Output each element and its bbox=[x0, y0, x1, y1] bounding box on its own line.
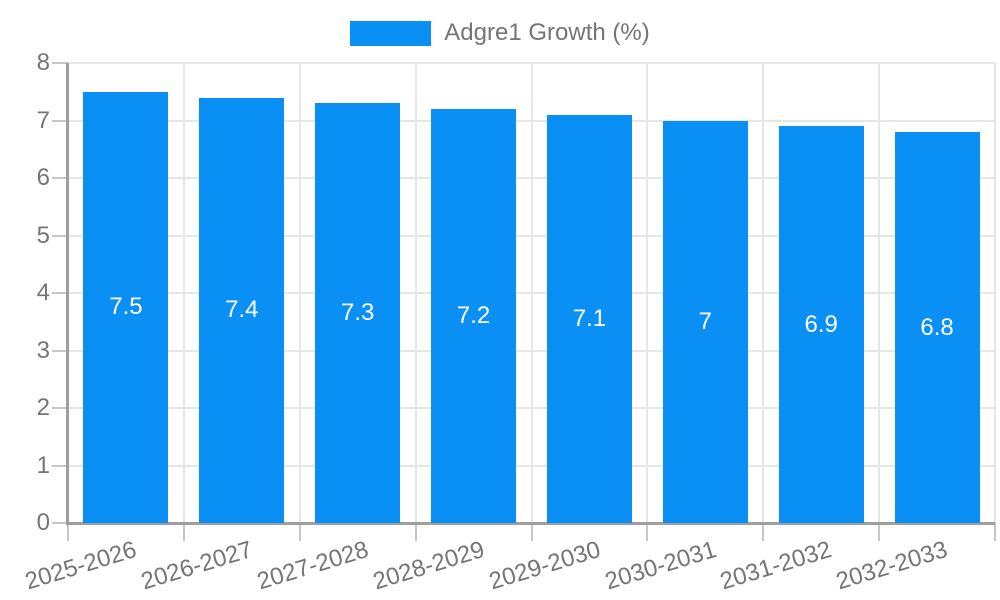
x-axis-tick bbox=[67, 523, 69, 541]
x-axis-tick bbox=[298, 523, 301, 541]
y-axis-label: 8 bbox=[36, 49, 50, 76]
bar-2029-2030[interactable] bbox=[546, 114, 632, 523]
y-axis-tick bbox=[52, 177, 68, 179]
gridline-vertical bbox=[298, 63, 301, 523]
y-axis-label: 2 bbox=[36, 394, 50, 421]
x-axis-tick bbox=[762, 523, 765, 541]
bar-value-label: 6.9 bbox=[804, 310, 838, 338]
bar-value-label: 7.2 bbox=[456, 302, 491, 329]
y-axis-tick bbox=[52, 464, 68, 467]
bar-2032-2033[interactable] bbox=[894, 132, 980, 523]
x-axis-tick bbox=[646, 523, 649, 541]
y-axis-label: 3 bbox=[36, 336, 50, 364]
gridline-vertical bbox=[878, 63, 881, 523]
y-axis-tick bbox=[52, 234, 68, 237]
x-axis-tick bbox=[414, 523, 417, 541]
x-axis-tick bbox=[878, 523, 881, 541]
legend-label[interactable]: Adgre1 Growth (%) bbox=[444, 19, 650, 46]
gridline-vertical bbox=[994, 63, 996, 523]
x-axis-label: 2031-2032 bbox=[717, 536, 836, 596]
y-axis-label: 1 bbox=[36, 451, 50, 479]
y-axis-tick bbox=[52, 62, 68, 64]
x-axis-label: 2032-2033 bbox=[833, 536, 951, 596]
x-axis-label: 2026-2027 bbox=[138, 536, 256, 596]
y-axis-label: 7 bbox=[36, 106, 50, 134]
x-axis-label: 2027-2028 bbox=[253, 536, 372, 596]
y-axis-line bbox=[66, 63, 69, 525]
legend-swatch[interactable] bbox=[350, 20, 432, 46]
chart-legend: Adgre1 Growth (%) bbox=[0, 17, 1000, 49]
bar-2030-2031[interactable] bbox=[662, 120, 748, 523]
bar-2027-2028[interactable] bbox=[315, 103, 401, 523]
x-axis-label: 2025-2026 bbox=[22, 536, 140, 596]
bar-2026-2027[interactable] bbox=[199, 97, 285, 523]
x-axis-tick bbox=[182, 523, 185, 541]
y-axis-tick bbox=[52, 407, 68, 409]
x-axis-label: 2030-2031 bbox=[601, 536, 720, 596]
bar-2025-2026[interactable] bbox=[83, 91, 169, 523]
x-axis-tick bbox=[530, 523, 533, 541]
y-axis-tick bbox=[52, 119, 68, 122]
y-axis-tick bbox=[52, 349, 68, 352]
y-axis-tick bbox=[52, 292, 68, 294]
bar-value-label: 7.4 bbox=[225, 296, 259, 324]
x-axis-line bbox=[66, 522, 995, 525]
y-axis-label: 6 bbox=[36, 164, 50, 191]
bar-value-label: 7.3 bbox=[341, 299, 375, 327]
x-axis-label: 2028-2029 bbox=[369, 536, 488, 596]
gridline-vertical bbox=[182, 63, 185, 523]
y-axis-label: 0 bbox=[36, 509, 50, 536]
y-axis-tick bbox=[52, 522, 68, 524]
gridline-vertical bbox=[646, 63, 649, 523]
x-axis-label: 2029-2030 bbox=[485, 536, 604, 596]
bar-2028-2029[interactable] bbox=[431, 109, 517, 523]
gridline-vertical bbox=[762, 63, 765, 523]
bar-2031-2032[interactable] bbox=[778, 126, 864, 523]
bar-value-label: 7 bbox=[698, 307, 712, 335]
gridline-vertical bbox=[414, 63, 417, 523]
y-axis-label: 5 bbox=[36, 221, 50, 249]
bar-value-label: 6.8 bbox=[920, 313, 954, 341]
y-axis-label: 4 bbox=[36, 279, 50, 306]
bar-value-label: 7.1 bbox=[572, 304, 607, 332]
x-axis-tick bbox=[994, 523, 996, 541]
gridline-vertical bbox=[530, 63, 533, 523]
bar-value-label: 7.5 bbox=[109, 293, 143, 321]
